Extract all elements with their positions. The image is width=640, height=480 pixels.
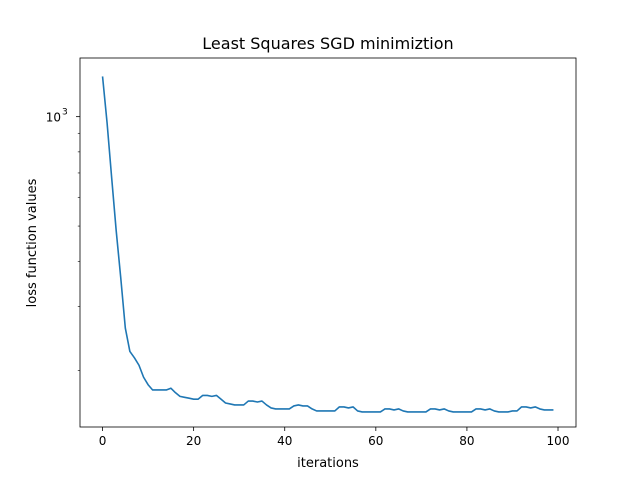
x-tick-label: 40	[277, 434, 292, 448]
y-axis-label: loss function values	[25, 178, 40, 307]
x-tick-label: 80	[459, 434, 474, 448]
plot-area	[101, 76, 554, 413]
x-axis-ticks: 0 20 40 60 80 100	[99, 427, 570, 448]
y-tick-label-exponent: 3	[62, 108, 68, 118]
x-axis-label: iterations	[297, 456, 359, 471]
x-tick-label: 0	[99, 434, 107, 448]
x-tick-label: 60	[368, 434, 383, 448]
chart-title: Least Squares SGD minimiztion	[202, 34, 453, 53]
y-tick-label: 10	[46, 111, 61, 125]
y-axis-ticks: 10 3	[46, 108, 80, 371]
axes-frame	[79, 57, 577, 428]
x-tick-label: 100	[547, 434, 570, 448]
series-line-0	[101, 76, 554, 413]
x-tick-label: 20	[186, 434, 201, 448]
